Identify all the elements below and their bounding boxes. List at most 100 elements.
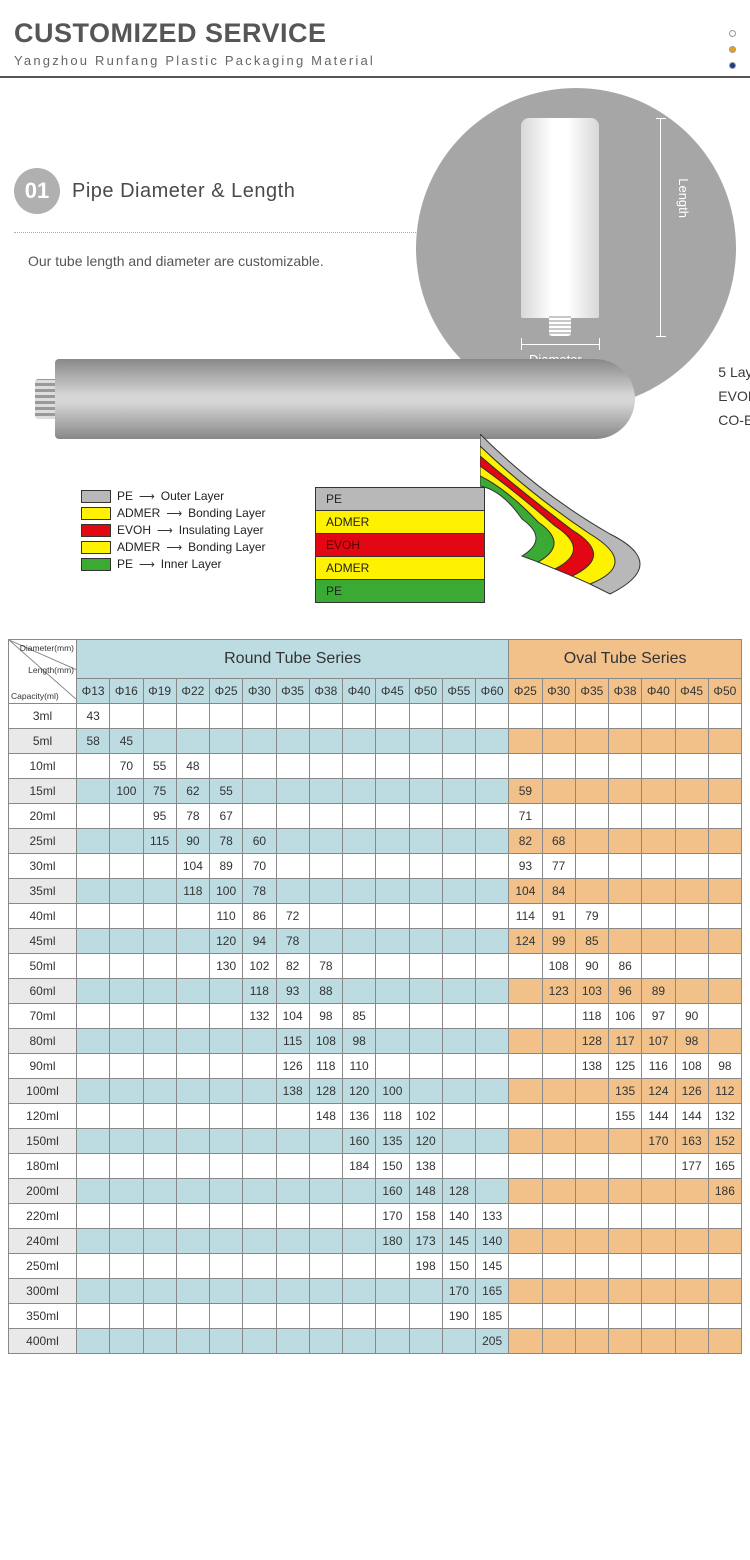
round-cell [243,804,276,829]
capacity-cell: 70ml [9,1004,77,1029]
round-cell [143,704,176,729]
round-cell [210,1004,243,1029]
round-cell: 104 [276,1004,309,1029]
tube-size-table: Diameter(mm) Length(mm) Capacity(ml)Roun… [8,639,742,1354]
round-cell [442,829,475,854]
oval-cell [542,1154,575,1179]
round-cell [343,879,376,904]
table-row: 100ml138128120100135124126112 [9,1079,742,1104]
oval-cell [675,929,708,954]
round-cell [276,854,309,879]
round-cell: 118 [176,879,209,904]
round-cell [110,879,143,904]
oval-cell [642,704,675,729]
oval-cell [575,1279,608,1304]
oval-cell [642,1279,675,1304]
round-cell [176,1229,209,1254]
legend-role: Bonding Layer [188,506,265,520]
oval-cell [675,804,708,829]
oval-cell [542,729,575,754]
round-cell [77,779,110,804]
layer-summary-line: CO-EX [718,409,750,433]
legend-name: ADMER [117,506,160,520]
round-cell [376,929,409,954]
oval-cell [675,1254,708,1279]
round-cell [77,804,110,829]
round-cell [110,704,143,729]
round-cell [476,754,509,779]
round-cell [442,754,475,779]
round-cell: 132 [243,1004,276,1029]
round-cell [276,1329,309,1354]
oval-cell [708,1004,741,1029]
layer-summary-line: 5 Layer [718,361,750,385]
oval-cell [609,879,642,904]
round-cell: 140 [476,1229,509,1254]
round-cell [110,1104,143,1129]
round-cell [376,1329,409,1354]
oval-cell [642,779,675,804]
oval-cell: 84 [542,879,575,904]
oval-cell: 97 [642,1004,675,1029]
round-cell [176,1279,209,1304]
round-cell [376,829,409,854]
table-row: 50ml13010282781089086 [9,954,742,979]
round-cell: 55 [210,779,243,804]
round-cell [409,829,442,854]
oval-cell [509,1204,542,1229]
oval-cell [542,1004,575,1029]
round-cell [309,1154,342,1179]
decor-dot [729,46,736,53]
round-cell [409,1329,442,1354]
oval-cell [575,829,608,854]
round-cell [176,1004,209,1029]
round-cell: 58 [77,729,110,754]
round-cell: 78 [309,954,342,979]
oval-cell [609,1229,642,1254]
round-cell [243,1129,276,1154]
oval-cell: 106 [609,1004,642,1029]
round-diam-header: Φ13 [77,679,110,704]
round-cell [77,1004,110,1029]
round-cell: 140 [442,1204,475,1229]
round-cell [143,1054,176,1079]
round-cell [77,1329,110,1354]
round-cell [210,704,243,729]
oval-cell [708,879,741,904]
round-cell [77,854,110,879]
oval-cell [542,704,575,729]
round-cell: 82 [276,954,309,979]
round-cell: 102 [409,1104,442,1129]
oval-cell [642,1229,675,1254]
capacity-cell: 250ml [9,1254,77,1279]
oval-cell: 91 [542,904,575,929]
oval-cell [542,1329,575,1354]
oval-cell [575,854,608,879]
round-cell [476,1054,509,1079]
round-cell [210,1129,243,1154]
round-cell [210,1254,243,1279]
round-cell [409,954,442,979]
table-row: 25ml1159078608268 [9,829,742,854]
round-cell: 70 [110,754,143,779]
arrow-icon: ⟶ [157,524,173,537]
round-cell: 78 [176,804,209,829]
round-cell [143,954,176,979]
round-cell: 190 [442,1304,475,1329]
capacity-cell: 30ml [9,854,77,879]
round-cell [409,779,442,804]
round-cell [409,979,442,1004]
oval-cell [708,854,741,879]
round-cell [376,1054,409,1079]
round-cell: 118 [376,1104,409,1129]
layer-label: PE [315,579,485,603]
legend-row: EVOH ⟶ Insulating Layer [81,523,266,537]
capacity-cell: 150ml [9,1129,77,1154]
oval-cell [509,729,542,754]
round-cell [376,1279,409,1304]
round-cell [476,979,509,1004]
oval-cell: 124 [642,1079,675,1104]
oval-cell [509,1279,542,1304]
oval-cell [575,1104,608,1129]
oval-cell [708,954,741,979]
